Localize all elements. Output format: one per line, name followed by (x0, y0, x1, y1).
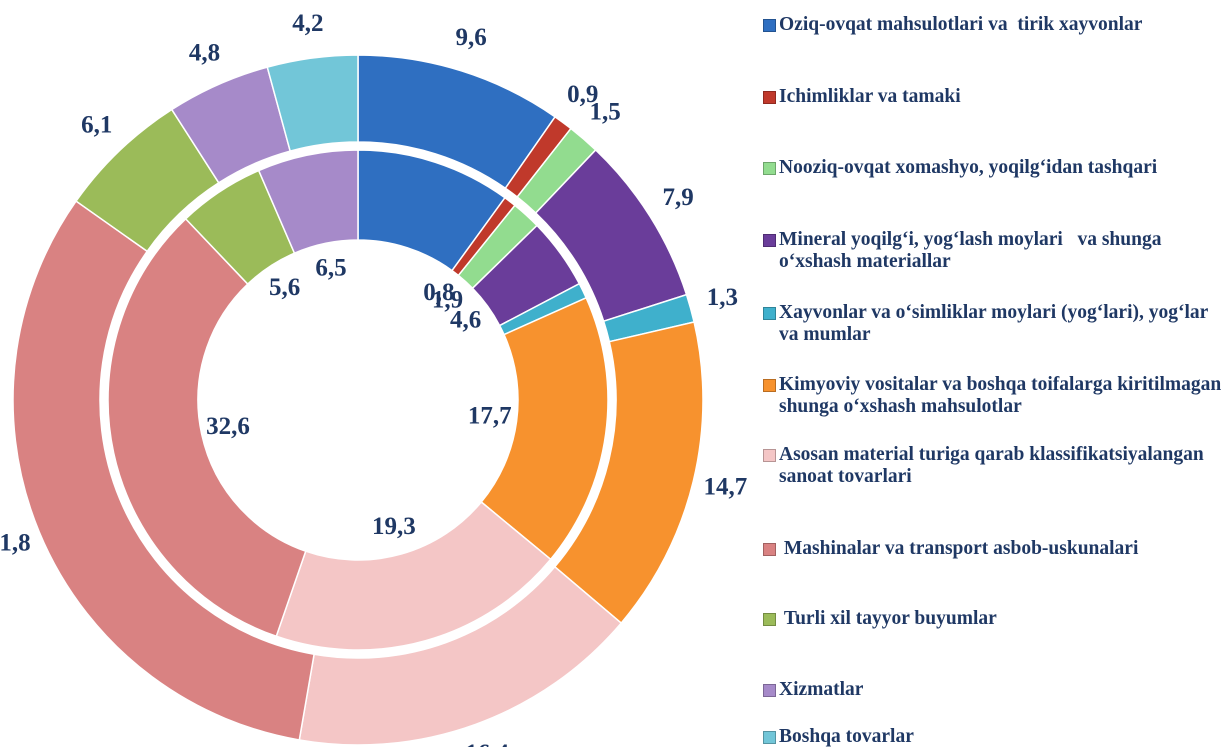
legend-item: Xayvonlar va o‘simliklar moylari (yog‘la… (763, 302, 1229, 346)
data-label: 7,9 (663, 184, 694, 211)
legend-item: Oziq-ovqat mahsulotlari va tirik xayvonl… (763, 14, 1229, 36)
legend-swatch (763, 91, 776, 104)
legend-swatch (763, 379, 776, 392)
doughnut-segment (266, 54, 359, 152)
data-label: 0,8 (423, 279, 454, 306)
data-label: 5,6 (269, 274, 300, 301)
data-label: 4,2 (292, 10, 323, 37)
legend-swatch (763, 234, 776, 247)
legend-item: Turli xil tayyor buyumlar (763, 608, 1229, 630)
legend-label: Xizmatlar (779, 679, 864, 700)
legend-swatch (763, 731, 776, 744)
data-label: 14,7 (704, 474, 748, 501)
legend-item: Xizmatlar (763, 679, 1229, 701)
legend-label: Mineral yoqilg‘i, yog‘lash moylari va sh… (779, 229, 1167, 272)
legend-swatch (763, 613, 776, 626)
data-label: 9,6 (456, 24, 487, 51)
data-label: 6,5 (315, 254, 346, 281)
legend-swatch (763, 543, 776, 556)
legend-label: Turli xil tayyor buyumlar (779, 608, 997, 629)
data-label: 32,6 (206, 413, 250, 440)
legend-swatch (763, 449, 776, 462)
legend-swatch (763, 19, 776, 32)
doughnut-segment (275, 500, 552, 651)
legend-item: Mineral yoqilg‘i, yog‘lash moylari va sh… (763, 229, 1229, 273)
legend-label: Oziq-ovqat mahsulotlari va tirik xayvonl… (779, 14, 1143, 35)
data-label: 1,3 (707, 284, 738, 311)
data-label: 17,7 (468, 403, 512, 430)
legend-label: Kimyoviy vositalar va boshqa toifalarga … (779, 374, 1227, 417)
data-label: 31,8 (0, 529, 31, 556)
legend-label: Xayvonlar va o‘simliklar moylari (yog‘la… (779, 302, 1213, 345)
data-label: 16,4 (465, 740, 509, 747)
doughnut-segment (480, 296, 609, 561)
data-label: 0,9 (567, 81, 598, 108)
doughnut-segment (257, 149, 359, 255)
doughnut-segment (12, 200, 315, 741)
legend-item: Boshqa tovarlar (763, 726, 1229, 748)
data-label: 4,6 (450, 307, 481, 334)
data-label: 4,8 (189, 39, 220, 66)
legend-label: Ichimliklar va tamaki (779, 86, 961, 107)
legend-item: Ichimliklar va tamaki (763, 86, 1229, 108)
legend-swatch (763, 684, 776, 697)
doughnut-segment (107, 217, 307, 638)
legend-item: Nooziq-ovqat xomashyo, yoqilg‘idan tashq… (763, 157, 1229, 179)
legend-label: Asosan material turiga qarab klassifikat… (779, 444, 1209, 487)
legend-item: Mashinalar va transport asbob-uskunalari (763, 538, 1229, 560)
data-label: 1,5 (590, 99, 621, 126)
data-label: 1,9 (432, 286, 463, 313)
data-label: 6,1 (81, 112, 112, 139)
legend-label: Boshqa tovarlar (779, 726, 914, 747)
legend-item: Asosan material turiga qarab klassifikat… (763, 444, 1229, 488)
chart: 9,60,91,57,91,314,716,431,86,14,84,20,81… (0, 10, 748, 747)
legend-swatch (763, 307, 776, 320)
legend-label: Nooziq-ovqat xomashyo, yoqilg‘idan tashq… (779, 157, 1158, 178)
legend-label: Mashinalar va transport asbob-uskunalari (779, 538, 1139, 559)
data-label: 19,3 (372, 513, 416, 540)
legend-swatch (763, 162, 776, 175)
legend-item: Kimyoviy vositalar va boshqa toifalarga … (763, 374, 1229, 418)
